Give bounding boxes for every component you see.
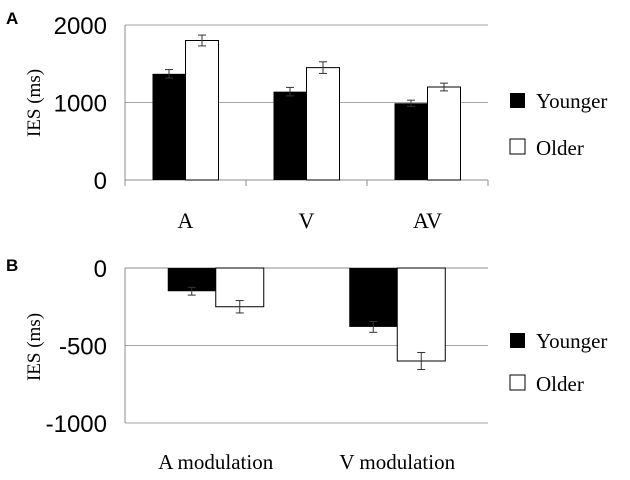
- x-category-label: AV: [413, 208, 442, 233]
- panel-b-y-ticks: 0 -500 -1000: [46, 256, 107, 438]
- x-category-label: A: [178, 208, 194, 233]
- error-bar: [417, 351, 426, 371]
- x-category-label: V: [299, 208, 315, 233]
- error-bar: [198, 34, 206, 47]
- panel-b-legend: Younger Older: [509, 329, 607, 396]
- error-bar: [369, 320, 378, 333]
- panel-b-x-labels: A modulation V modulation: [158, 450, 455, 474]
- bar-older-v: [306, 67, 340, 181]
- panel-b: B IES (ms) 0 -500 -1000 A modulation V modu…: [6, 256, 607, 474]
- error-bar: [286, 86, 294, 97]
- bar-younger-a-modulation: [167, 268, 216, 292]
- bar-younger-av: [394, 103, 428, 180]
- error-bar: [187, 286, 196, 296]
- bar-older-av: [427, 86, 461, 181]
- panel-a-y-axis-label: IES (ms): [24, 69, 45, 137]
- x-category-label: V modulation: [339, 450, 455, 474]
- error-bar: [165, 69, 173, 79]
- y-tick-label: -500: [59, 334, 107, 361]
- bar-older-a: [185, 40, 219, 181]
- legend-label-younger: Younger: [536, 89, 607, 113]
- y-tick-label: 0: [94, 168, 107, 195]
- panel-a-x-labels: A V AV: [178, 208, 443, 233]
- panel-b-bars: [167, 267, 446, 371]
- legend-label-older: Older: [536, 136, 584, 160]
- legend-label-older: Older: [536, 372, 584, 396]
- bar-younger-v-modulation: [349, 268, 398, 327]
- y-tick-label: 2000: [54, 13, 107, 40]
- error-bar: [440, 82, 448, 92]
- legend-swatch-younger: [510, 93, 525, 108]
- legend-swatch-older: [509, 374, 526, 391]
- legend-swatch-younger: [510, 333, 525, 348]
- error-bar: [407, 99, 415, 107]
- y-tick-label: 0: [94, 256, 107, 283]
- y-tick-label: 1000: [54, 91, 107, 118]
- legend-label-younger: Younger: [536, 329, 607, 353]
- error-bar: [319, 61, 327, 74]
- panel-a-y-ticks: 0 1000 2000: [54, 13, 107, 195]
- error-bar: [235, 300, 244, 314]
- panel-b-y-axis-label: IES (ms): [24, 313, 45, 381]
- legend-swatch-older: [509, 138, 526, 155]
- bar-older-v-modulation: [396, 267, 446, 362]
- panel-a-legend: Younger Older: [509, 89, 607, 160]
- x-category-label: A modulation: [158, 450, 273, 474]
- bar-younger-a: [152, 73, 186, 180]
- y-tick-label: -1000: [46, 411, 107, 438]
- bar-younger-v: [273, 91, 307, 180]
- panel-b-letter: B: [6, 256, 18, 275]
- panel-a-bars: [152, 34, 461, 181]
- panel-a-letter: A: [6, 9, 18, 28]
